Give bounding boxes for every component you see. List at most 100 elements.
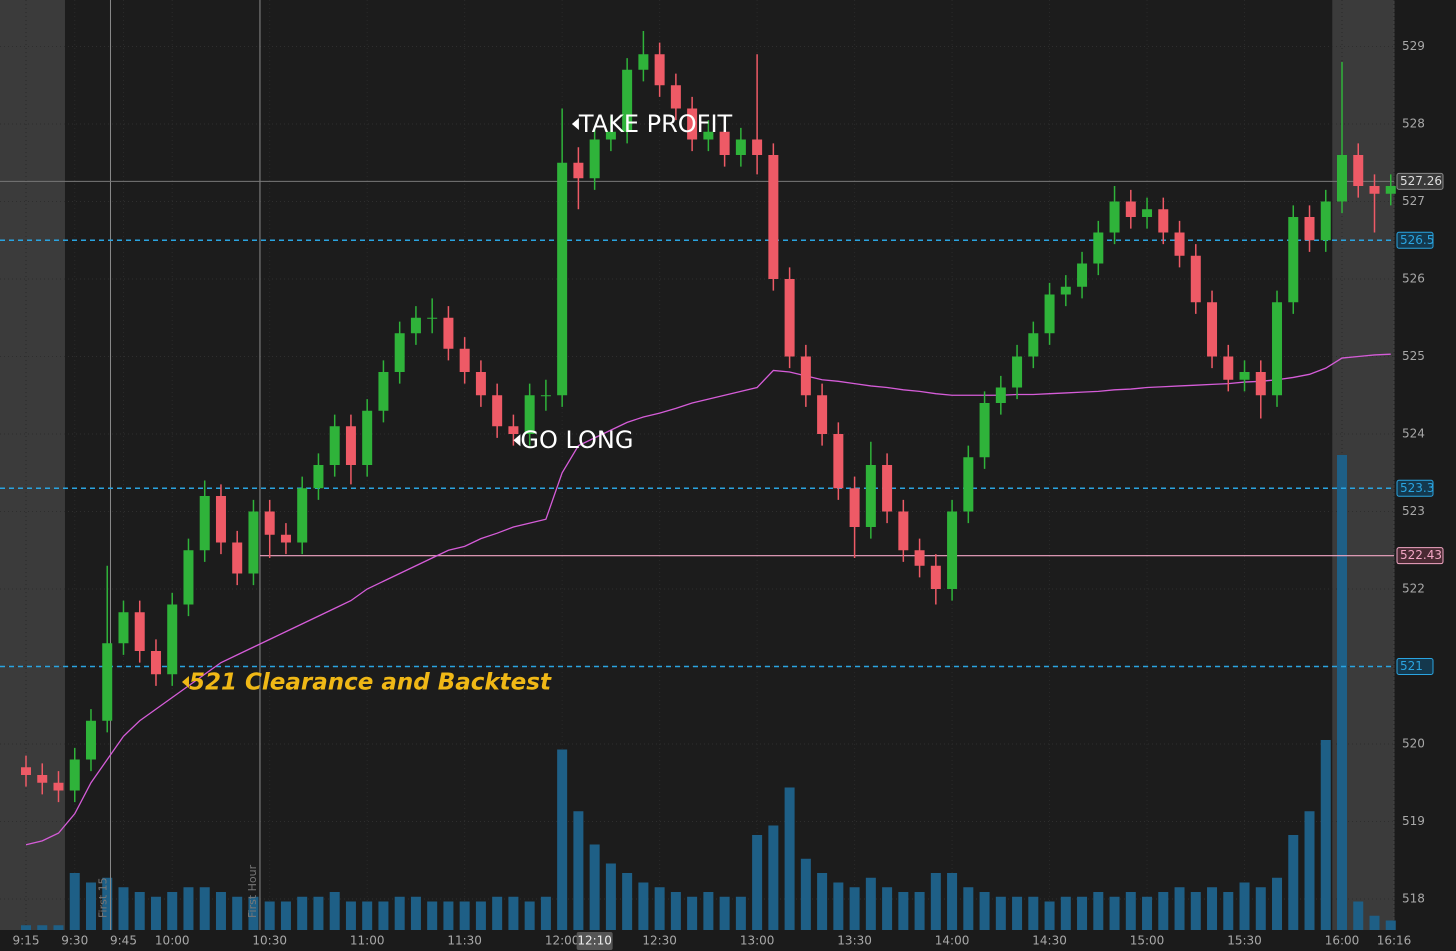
candle-body [215,496,226,543]
volume-bar [735,896,746,930]
level-label: 521 [1400,659,1423,673]
candle-body [167,604,178,675]
volume-bar [53,925,64,930]
annotation: GO LONG [520,426,633,454]
vwap-line [25,353,1391,846]
volume-bar [849,887,860,930]
volume-bar [605,863,616,930]
candle-body [508,426,519,434]
candle-body [670,85,681,109]
candle-body [20,767,31,775]
candle-body [622,69,633,132]
x-tick-label: 12:30 [642,934,677,948]
candle-body [248,511,259,574]
volume-bar [1272,877,1283,930]
volume-bar [410,896,421,930]
candle-body [264,511,275,535]
candle-body [524,395,535,434]
y-tick-label: 525 [1402,349,1425,363]
volume-bar [622,873,633,930]
volume-bar [248,896,259,930]
volume-bar [1125,892,1136,930]
volume-bar [134,892,145,930]
volume-bar [670,892,681,930]
candle-body [833,434,844,489]
volume-bar [264,901,275,930]
annotation: 521 Clearance and Backtest [189,670,552,696]
volume-bar [995,896,1006,930]
candle-body [898,511,909,551]
y-tick-label: 527 [1402,194,1425,208]
volume-bar [183,887,194,930]
volume-bar [1207,887,1218,930]
candle-body [687,108,698,140]
volume-bar [118,887,129,930]
volume-bar [1239,882,1250,930]
volume-bar [654,887,665,930]
candle-body [882,465,893,512]
candle-body [1109,201,1120,233]
candle-body [1125,201,1136,217]
y-tick-label: 518 [1402,892,1425,906]
volume-bar [199,887,210,930]
volume-bar [898,892,909,930]
candle-body [573,162,584,179]
y-tick-label: 519 [1402,814,1425,828]
volume-bar [475,901,486,930]
candle-body [102,643,113,721]
volume-bar [979,892,990,930]
candle-body [459,348,470,372]
candle-body [443,317,454,349]
crosshair-time: 12:10 [577,934,612,948]
x-tick-label: 16:00 [1325,934,1360,948]
volume-bar [963,887,974,930]
volume-bar [573,811,584,930]
x-tick-label: 13:30 [837,934,872,948]
volume-bar [427,901,438,930]
candle-body [362,410,373,465]
volume-bar [492,896,503,930]
candle-body [492,395,503,427]
session-marker-label: First 15 [96,877,109,918]
candle-body [1044,294,1055,334]
y-tick-label: 522 [1402,582,1425,596]
volume-bar [524,901,535,930]
extended-hours-shade [0,0,65,930]
y-tick-label: 524 [1402,427,1425,441]
annotation: TAKE PROFIT [578,110,733,138]
x-tick-label: 11:30 [447,934,482,948]
candle-body [150,651,161,675]
candle-body [768,155,779,279]
volume-bar [1223,892,1234,930]
candle-body [1385,186,1396,194]
candle-body [1369,186,1380,194]
volume-bar [882,887,893,930]
level-label: 523.3 [1400,481,1434,495]
volume-bar [313,896,324,930]
x-tick-label: 10:00 [155,934,190,948]
candle-body [1304,217,1315,241]
x-tick-label: 11:00 [350,934,385,948]
candle-body [475,372,486,396]
candle-body [378,372,389,411]
y-tick-label: 528 [1402,117,1425,131]
volume-bar [329,892,340,930]
volume-bar [1142,896,1153,930]
x-tick-label: 13:00 [740,934,775,948]
volume-bar [768,825,779,930]
candle-body [930,565,941,589]
candle-body [947,511,958,589]
volume-bar [1174,887,1185,930]
level-label: 526.5 [1400,233,1434,247]
annotation-pointer [181,676,189,688]
volume-bar [443,901,454,930]
candle-body [183,550,194,605]
candle-body [297,488,308,543]
candle-body [329,426,340,465]
volume-bar [540,896,551,930]
volume-bar [1093,892,1104,930]
volume-bar [150,896,161,930]
candle-body [1142,209,1153,217]
volume-bar [638,882,649,930]
x-tick-label: 15:30 [1227,934,1262,948]
